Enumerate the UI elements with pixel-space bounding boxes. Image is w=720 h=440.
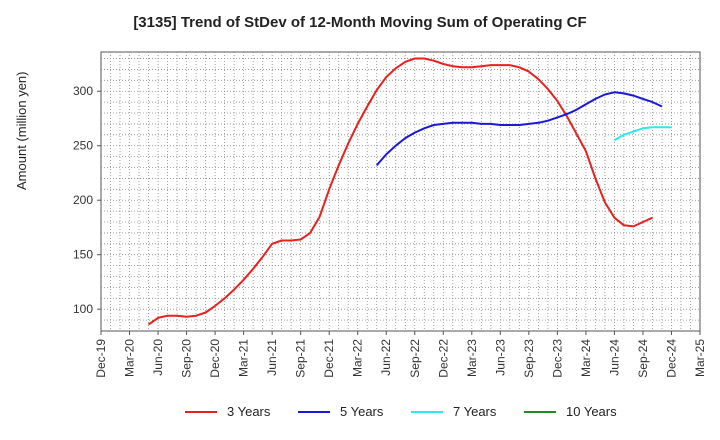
- legend-swatch-5-years: [298, 410, 330, 413]
- legend-label-5-years: 5 Years: [340, 404, 384, 419]
- x-tick-label: Jun-24: [607, 339, 621, 376]
- x-tick-label: Mar-23: [465, 339, 479, 377]
- y-tick-label: 250: [73, 139, 93, 153]
- x-tick-label: Dec-24: [664, 339, 678, 378]
- legend-item-10-years: 10 Years: [524, 404, 617, 419]
- y-tick-label: 200: [73, 193, 93, 207]
- x-tick-label: Jun-22: [379, 339, 393, 376]
- x-tick-label: Mar-21: [237, 339, 251, 377]
- y-tick-label: 300: [73, 84, 93, 98]
- legend-item-7-years: 7 Years: [411, 404, 496, 419]
- series-line-5-years: [375, 91, 663, 166]
- x-tick-label: Mar-20: [123, 339, 137, 377]
- x-tick-label: Dec-21: [322, 339, 336, 378]
- x-tick-label: Mar-22: [351, 339, 365, 377]
- x-tick-label: Dec-19: [94, 339, 108, 378]
- y-tick-label: 150: [73, 248, 93, 262]
- legend-swatch-10-years: [524, 410, 556, 413]
- x-tick-label: Sep-20: [180, 339, 194, 378]
- x-tick-label: Mar-24: [579, 339, 593, 377]
- x-tick-label: Jun-23: [493, 339, 507, 376]
- series-line-3-years: [147, 57, 653, 326]
- x-tick-label: Dec-22: [436, 339, 450, 378]
- x-tick-label: Dec-23: [550, 339, 564, 378]
- legend-label-7-years: 7 Years: [453, 404, 497, 419]
- legend-swatch-3-years: [185, 410, 217, 413]
- x-tick-label: Sep-21: [294, 339, 308, 378]
- legend: 3 Years 5 Years 7 Years 10 Years: [0, 404, 720, 426]
- x-tick-label: Mar-25: [693, 339, 707, 377]
- y-tick-label: 100: [73, 302, 93, 316]
- x-tick-label: Sep-23: [522, 339, 536, 378]
- chart-title: [3135] Trend of StDev of 12-Month Moving…: [133, 14, 587, 31]
- legend-item-3-years: 3 Years: [185, 404, 270, 419]
- legend-swatch-7-years: [411, 410, 443, 413]
- x-tick-label: Dec-20: [208, 339, 222, 378]
- series-line-7-years: [613, 126, 672, 142]
- x-tick-label: Sep-24: [636, 339, 650, 378]
- legend-label-3-years: 3 Years: [227, 404, 271, 419]
- x-tick-label: Jun-20: [151, 339, 165, 376]
- legend-label-10-years: 10 Years: [566, 404, 617, 419]
- x-tick-label: Jun-21: [265, 339, 279, 376]
- legend-item-5-years: 5 Years: [298, 404, 383, 419]
- x-tick-label: Sep-22: [408, 339, 422, 378]
